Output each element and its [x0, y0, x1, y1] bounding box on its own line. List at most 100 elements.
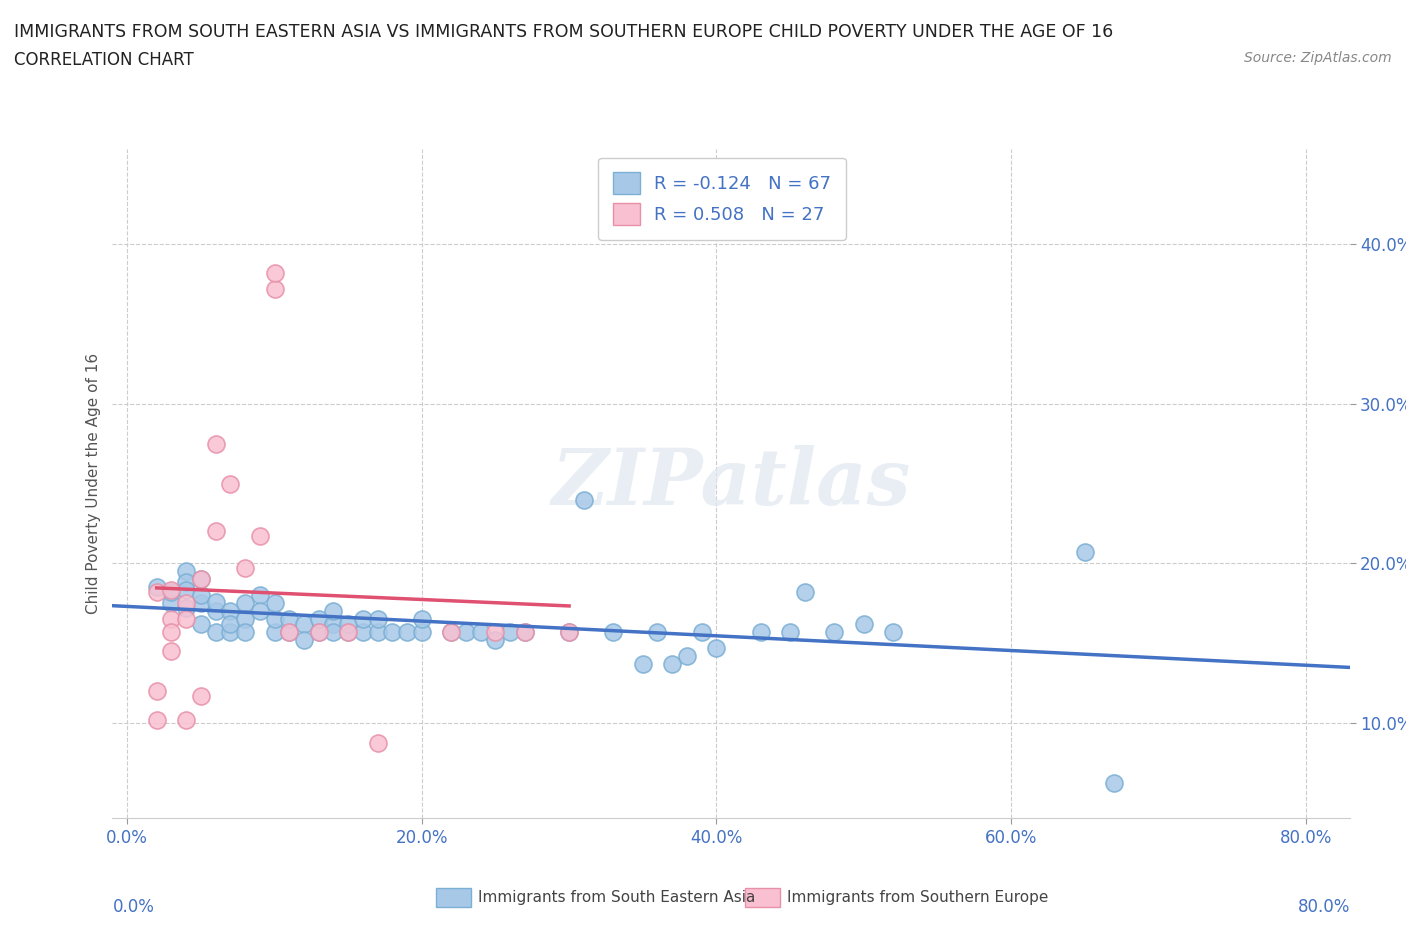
Point — [440, 624, 463, 639]
Point — [190, 588, 212, 603]
Point — [572, 492, 595, 507]
Point — [322, 604, 344, 618]
Point — [204, 594, 226, 609]
Text: 0.0%: 0.0% — [112, 897, 155, 916]
Point — [160, 596, 183, 611]
Text: Immigrants from Southern Europe: Immigrants from Southern Europe — [787, 890, 1049, 905]
Text: CORRELATION CHART: CORRELATION CHART — [14, 51, 194, 69]
Text: 80.0%: 80.0% — [1298, 897, 1350, 916]
Point — [484, 624, 506, 639]
Point — [233, 561, 256, 576]
Point — [411, 612, 433, 627]
Point — [440, 624, 463, 639]
Point — [174, 575, 197, 590]
Point — [558, 624, 581, 639]
Text: Immigrants from South Eastern Asia: Immigrants from South Eastern Asia — [478, 890, 755, 905]
Y-axis label: Child Poverty Under the Age of 16: Child Poverty Under the Age of 16 — [86, 353, 101, 614]
Point — [278, 624, 301, 639]
Point — [145, 712, 167, 727]
Point — [219, 624, 242, 639]
Point — [882, 624, 904, 639]
Point — [852, 617, 875, 631]
Point — [676, 648, 699, 663]
Point — [233, 596, 256, 611]
Point — [145, 684, 167, 698]
Point — [204, 524, 226, 538]
Point — [160, 624, 183, 639]
Point — [337, 617, 360, 631]
Point — [337, 624, 360, 639]
Point — [249, 529, 271, 544]
Point — [204, 624, 226, 639]
Point — [174, 583, 197, 598]
Point — [793, 585, 815, 600]
Point — [174, 601, 197, 616]
Point — [263, 266, 285, 281]
Point — [513, 624, 536, 639]
Point — [190, 572, 212, 587]
Point — [174, 564, 197, 578]
Point — [631, 657, 654, 671]
Point — [749, 624, 772, 639]
Legend: R = -0.124   N = 67, R = 0.508   N = 27: R = -0.124 N = 67, R = 0.508 N = 27 — [599, 158, 846, 240]
Point — [411, 624, 433, 639]
Point — [233, 624, 256, 639]
Point — [190, 572, 212, 587]
Point — [263, 282, 285, 297]
Point — [1073, 545, 1095, 560]
Point — [249, 604, 271, 618]
Point — [647, 624, 669, 639]
Point — [204, 604, 226, 618]
Point — [352, 612, 374, 627]
Point — [602, 624, 624, 639]
Point — [337, 624, 360, 639]
Point — [145, 585, 167, 600]
Point — [263, 612, 285, 627]
Point — [558, 624, 581, 639]
Point — [292, 632, 315, 647]
Point — [367, 612, 389, 627]
Point — [219, 604, 242, 618]
Point — [396, 624, 419, 639]
Point — [292, 617, 315, 631]
Point — [706, 641, 728, 656]
Point — [779, 624, 801, 639]
Point — [381, 624, 404, 639]
Point — [322, 617, 344, 631]
Point — [263, 624, 285, 639]
Point — [145, 579, 167, 594]
Point — [190, 617, 212, 631]
Point — [367, 624, 389, 639]
Point — [499, 624, 522, 639]
Point — [322, 624, 344, 639]
Point — [174, 712, 197, 727]
Point — [219, 476, 242, 491]
Point — [204, 436, 226, 451]
Point — [233, 612, 256, 627]
Point — [249, 588, 271, 603]
Point — [278, 624, 301, 639]
Point — [219, 617, 242, 631]
Point — [263, 596, 285, 611]
Text: ZIPatlas: ZIPatlas — [551, 445, 911, 522]
Point — [470, 624, 492, 639]
Point — [1102, 776, 1125, 790]
Point — [352, 624, 374, 639]
Point — [190, 596, 212, 611]
Point — [190, 688, 212, 703]
Point — [174, 596, 197, 611]
Text: IMMIGRANTS FROM SOUTH EASTERN ASIA VS IMMIGRANTS FROM SOUTHERN EUROPE CHILD POVE: IMMIGRANTS FROM SOUTH EASTERN ASIA VS IM… — [14, 23, 1114, 41]
Point — [308, 624, 330, 639]
Point — [308, 612, 330, 627]
Point — [160, 644, 183, 658]
Point — [367, 736, 389, 751]
Point — [308, 624, 330, 639]
Point — [484, 632, 506, 647]
Point — [160, 583, 183, 598]
Point — [174, 612, 197, 627]
Point — [278, 612, 301, 627]
Point — [823, 624, 845, 639]
Point — [160, 612, 183, 627]
Text: Source: ZipAtlas.com: Source: ZipAtlas.com — [1244, 51, 1392, 65]
Point — [690, 624, 713, 639]
